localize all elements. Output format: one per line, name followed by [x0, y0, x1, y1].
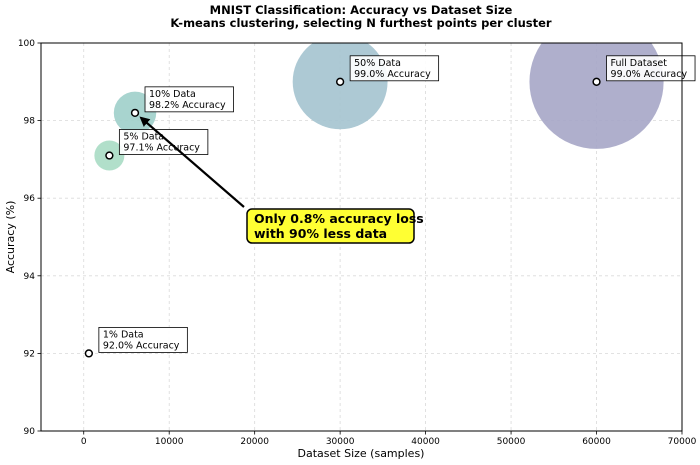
- y-ticks: 90 92 94 96 98 100: [18, 39, 41, 437]
- chart-subtitle: K-means clustering, selecting N furthest…: [170, 16, 552, 30]
- point-label-box: [606, 55, 696, 82]
- x-ticks: 0 10000 20000 30000 40000 50000 60000 70000: [81, 431, 697, 447]
- annotation-arrow: [139, 116, 245, 208]
- point-label-accuracy: 99.0% Accuracy: [354, 69, 431, 80]
- plot-frame: [40, 42, 683, 432]
- point-label-accuracy: 92.0% Accuracy: [103, 340, 180, 351]
- point-label-box: [118, 129, 209, 155]
- y-tick-label: 100: [18, 39, 35, 49]
- x-tick-label: 30000: [326, 437, 355, 447]
- annotation: Only 0.8% accuracy loss with 90% less da…: [139, 116, 424, 244]
- y-tick-label: 96: [24, 194, 36, 204]
- marker-layer: [84, 77, 601, 358]
- annotation-line-1: Only 0.8% accuracy loss: [254, 211, 424, 226]
- y-axis-label: Accuracy (%): [4, 201, 17, 274]
- point-marker-full-dataset: [592, 77, 601, 86]
- point-label-name: 5% Data: [123, 132, 164, 143]
- point-label-accuracy: 97.1% Accuracy: [123, 143, 200, 154]
- point-label-accuracy: 99.0% Accuracy: [611, 69, 688, 80]
- y-tick-label: 90: [24, 427, 36, 437]
- x-tick-label: 60000: [582, 437, 611, 447]
- x-tick-label: 70000: [668, 437, 697, 447]
- y-tick-label: 92: [24, 349, 35, 359]
- point-marker-1-data: [84, 349, 94, 358]
- x-tick-label: 0: [81, 437, 87, 447]
- point-label-name: 1% Data: [103, 329, 144, 340]
- point-marker-50-data: [335, 77, 345, 86]
- x-axis-label: Dataset Size (samples): [298, 447, 425, 460]
- point-label-box: [144, 86, 234, 113]
- point-marker-5-data: [105, 151, 114, 160]
- x-tick-label: 50000: [497, 437, 526, 447]
- point-label-box: [98, 326, 188, 353]
- x-tick-label: 10000: [155, 437, 184, 447]
- annotation-line-2: with 90% less data: [254, 226, 387, 241]
- y-tick-label: 94: [24, 272, 36, 282]
- point-label-accuracy: 98.2% Accuracy: [149, 100, 226, 111]
- x-tick-label: 40000: [411, 437, 440, 447]
- point-label-name: Full Dataset: [611, 58, 668, 69]
- point-label-box: [349, 55, 440, 82]
- y-tick-label: 98: [24, 117, 36, 127]
- point-marker-10-data: [130, 108, 140, 117]
- point-label-name: 10% Data: [149, 89, 196, 100]
- x-tick-label: 20000: [240, 437, 269, 447]
- point-label-name: 50% Data: [354, 58, 401, 69]
- annotation-box: [246, 208, 415, 244]
- chart-title: MNIST Classification: Accuracy vs Datase…: [210, 3, 513, 17]
